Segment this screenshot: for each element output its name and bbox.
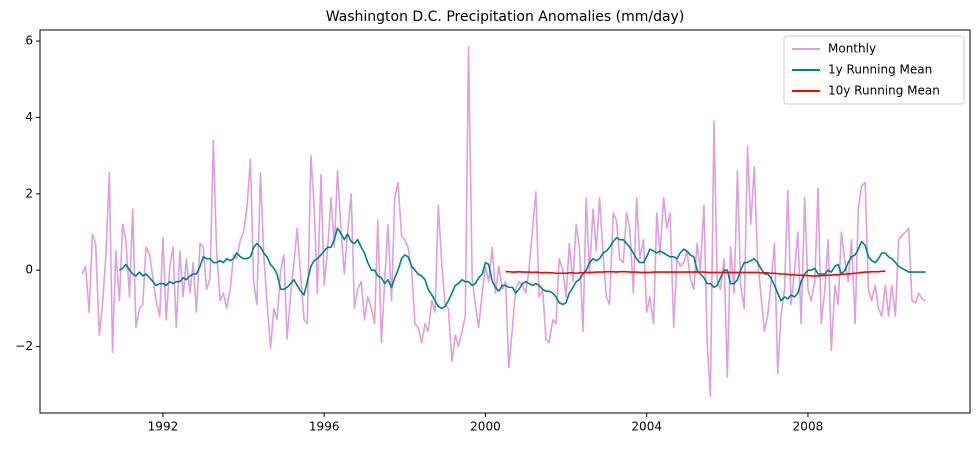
chart-title: Washington D.C. Precipitation Anomalies … bbox=[326, 9, 685, 25]
series-line bbox=[119, 227, 926, 310]
x-tick-label: 1992 bbox=[148, 420, 179, 434]
y-tick-label: 2 bbox=[25, 186, 33, 200]
legend-label: Monthly bbox=[828, 42, 876, 56]
x-tick-label: 1996 bbox=[309, 420, 340, 434]
y-tick-label: −2 bbox=[15, 339, 33, 353]
x-tick-label: 2004 bbox=[631, 420, 662, 434]
legend-label: 10y Running Mean bbox=[828, 84, 940, 98]
series-line bbox=[505, 270, 886, 277]
y-tick-label: 4 bbox=[25, 110, 33, 124]
legend-label: 1y Running Mean bbox=[828, 63, 932, 77]
plot-frame bbox=[39, 29, 971, 414]
legend-box bbox=[783, 35, 965, 105]
y-tick-label: 0 bbox=[25, 263, 33, 277]
x-tick-label: 2008 bbox=[793, 420, 824, 434]
y-tick-label: 6 bbox=[25, 34, 33, 48]
x-tick-label: 2000 bbox=[470, 420, 501, 434]
